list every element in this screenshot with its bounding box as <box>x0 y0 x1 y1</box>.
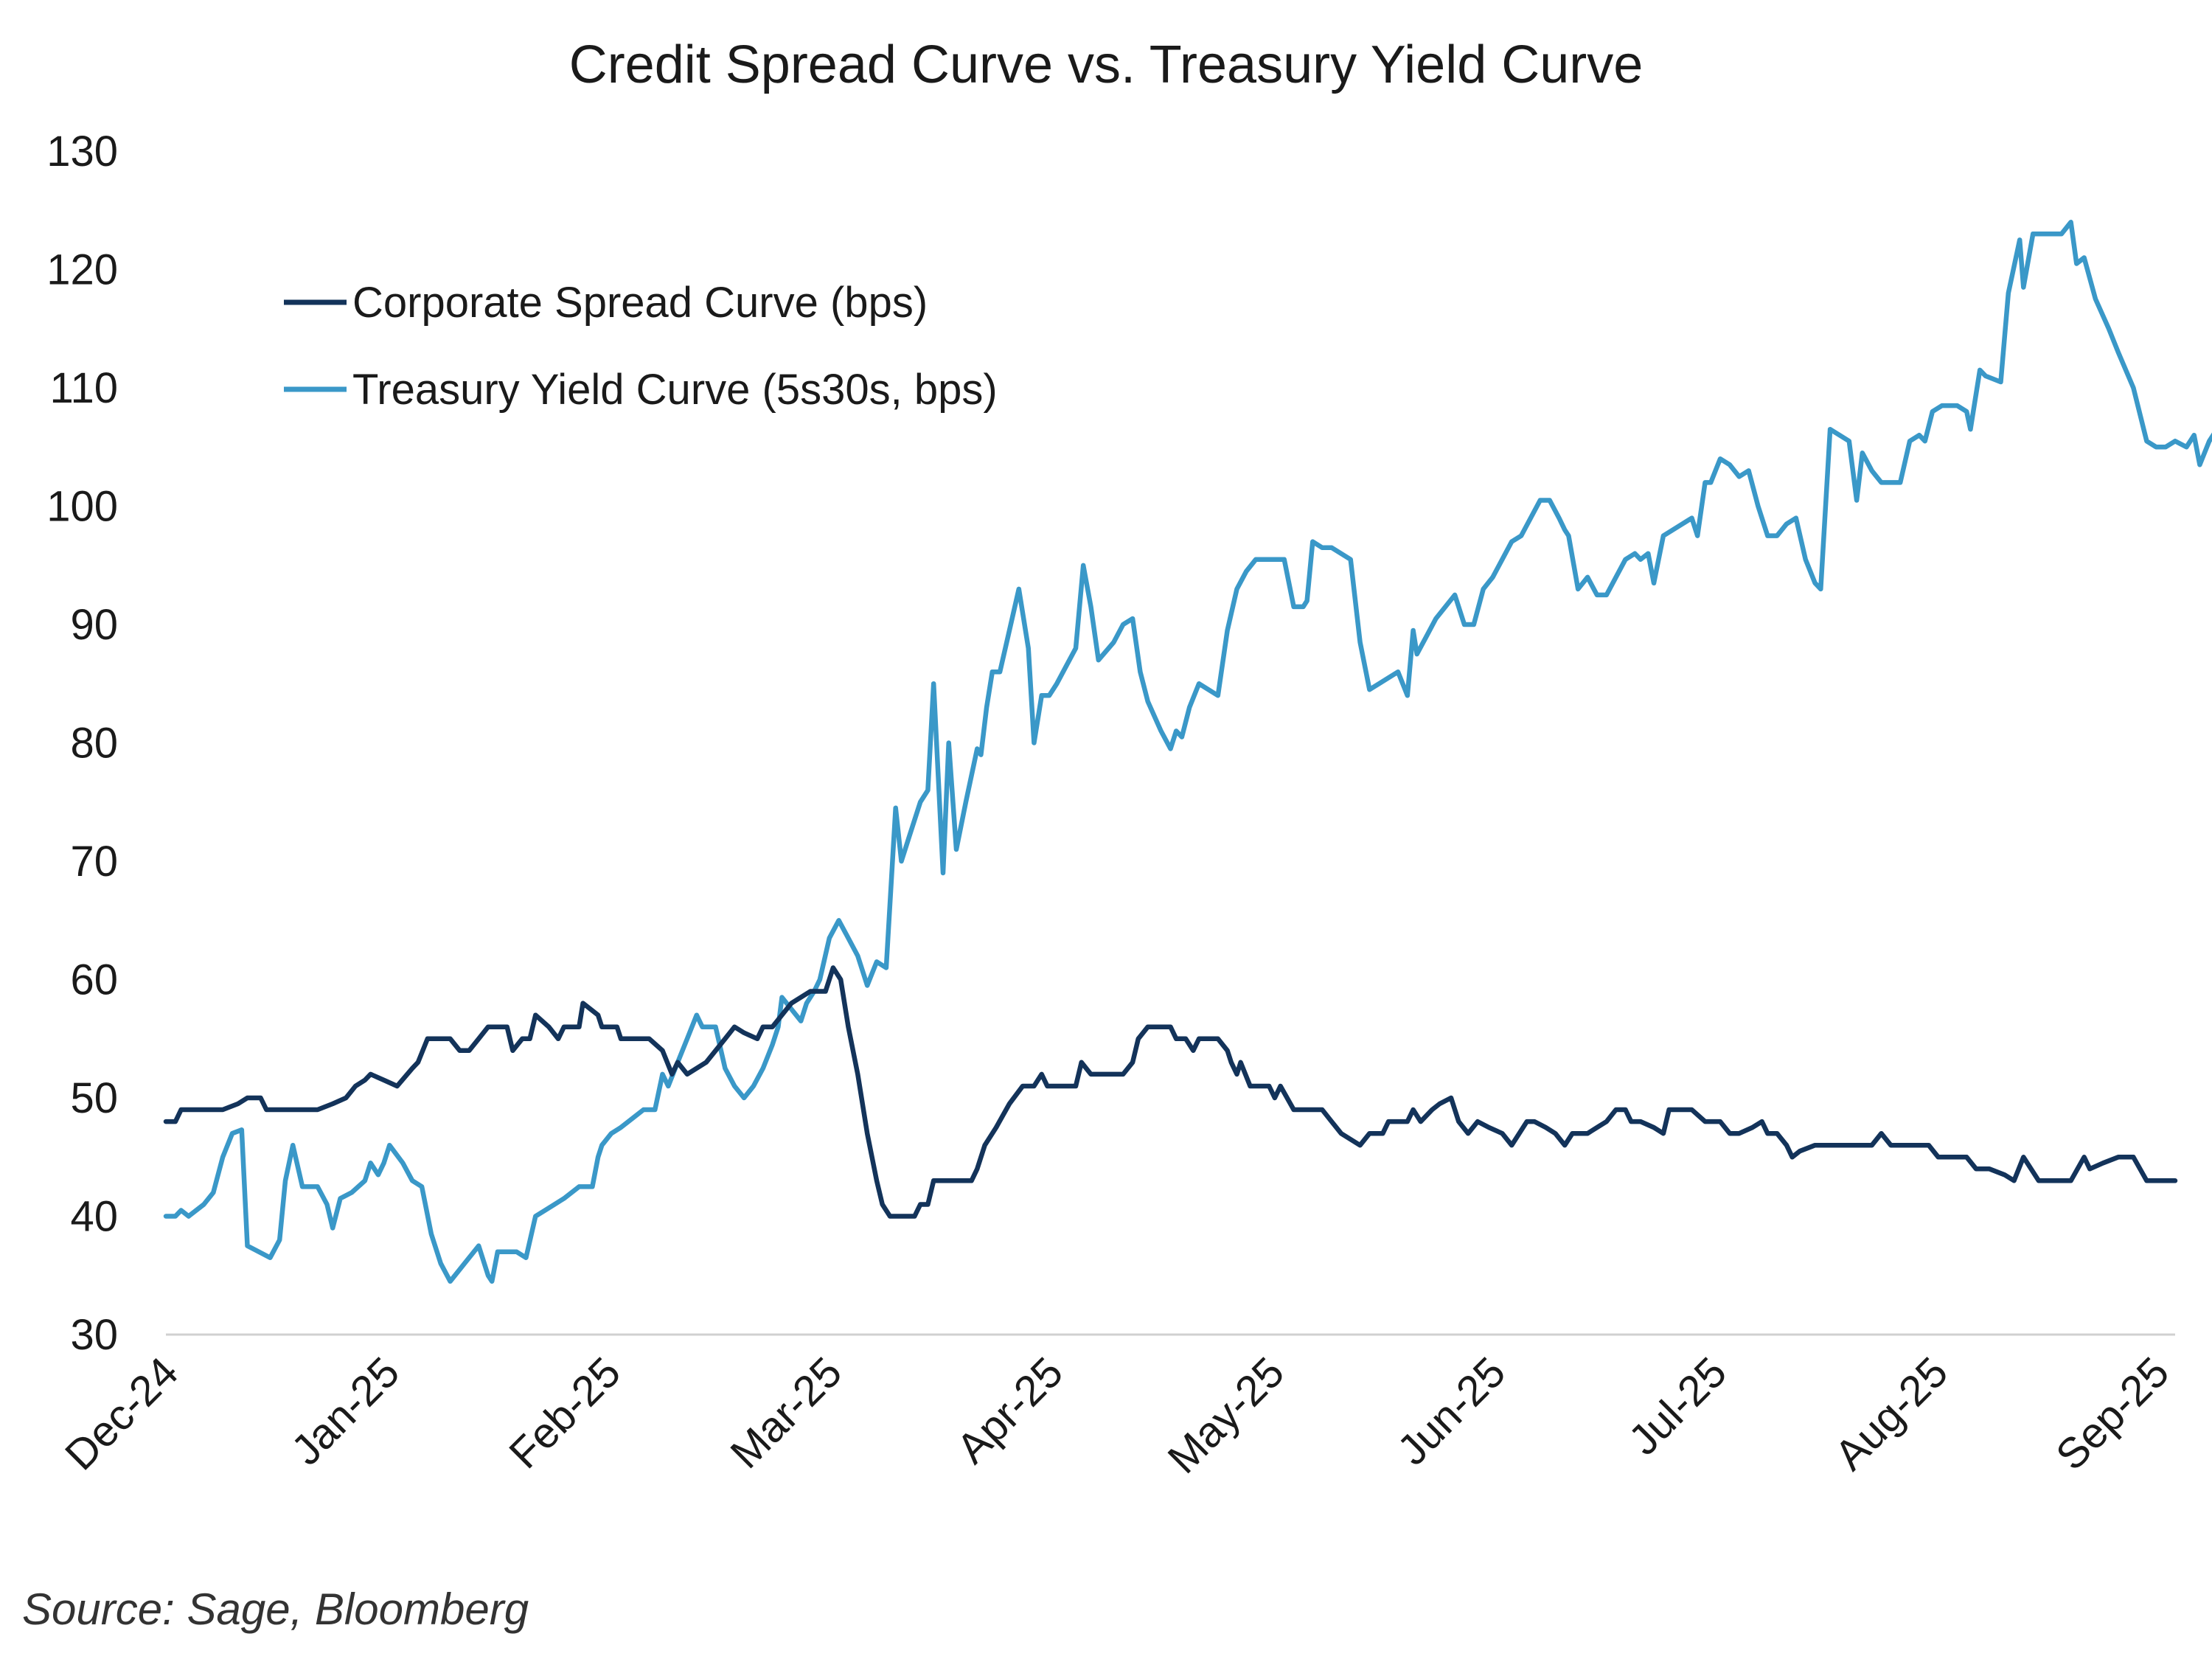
legend-label: Treasury Yield Curve (5s30s, bps) <box>352 366 998 414</box>
x-tick-label: Jun-25 <box>1388 1348 1514 1474</box>
y-tick-label: 80 <box>70 720 118 768</box>
x-tick-label: Jul-25 <box>1620 1348 1736 1464</box>
chart-title: Credit Spread Curve vs. Treasury Yield C… <box>569 35 1644 94</box>
series-layer <box>163 220 2212 1284</box>
y-tick-label: 90 <box>70 601 118 649</box>
corporate-spread-line <box>163 965 2178 1219</box>
source-note: Source: Sage, Bloomberg <box>22 1585 529 1634</box>
y-tick-label: 30 <box>70 1311 118 1359</box>
legend: Corporate Spread Curve (bps) Treasury Yie… <box>284 279 998 414</box>
y-tick-label: 40 <box>70 1193 118 1241</box>
x-axis: Dec-24 Jan-25 Feb-25 Mar-25 Apr-25 May-25 Jun-… <box>56 1333 2178 1483</box>
y-tick-label: 50 <box>70 1074 118 1122</box>
x-tick-label: Jan-25 <box>282 1348 408 1474</box>
y-tick-label: 120 <box>46 246 118 294</box>
x-tick-label: Aug-25 <box>1826 1348 1957 1479</box>
y-tick-label: 130 <box>46 128 118 175</box>
y-axis: 30 40 50 60 70 80 90 100 110 120 130 <box>46 128 118 1359</box>
x-tick-label: Sep-25 <box>2047 1348 2178 1479</box>
x-tick-label: Apr-25 <box>947 1348 1072 1472</box>
x-tick-label: May-25 <box>1158 1348 1293 1483</box>
legend-label: Corporate Spread Curve (bps) <box>352 279 928 327</box>
x-tick-label: Feb-25 <box>500 1348 630 1478</box>
y-tick-label: 60 <box>70 956 118 1004</box>
treasury-yield-line <box>163 220 2212 1284</box>
x-tick-label: Mar-25 <box>721 1348 851 1478</box>
y-tick-label: 70 <box>70 838 118 886</box>
y-tick-label: 100 <box>46 483 118 531</box>
x-tick-label: Dec-24 <box>56 1348 187 1479</box>
y-tick-label: 110 <box>50 364 118 412</box>
